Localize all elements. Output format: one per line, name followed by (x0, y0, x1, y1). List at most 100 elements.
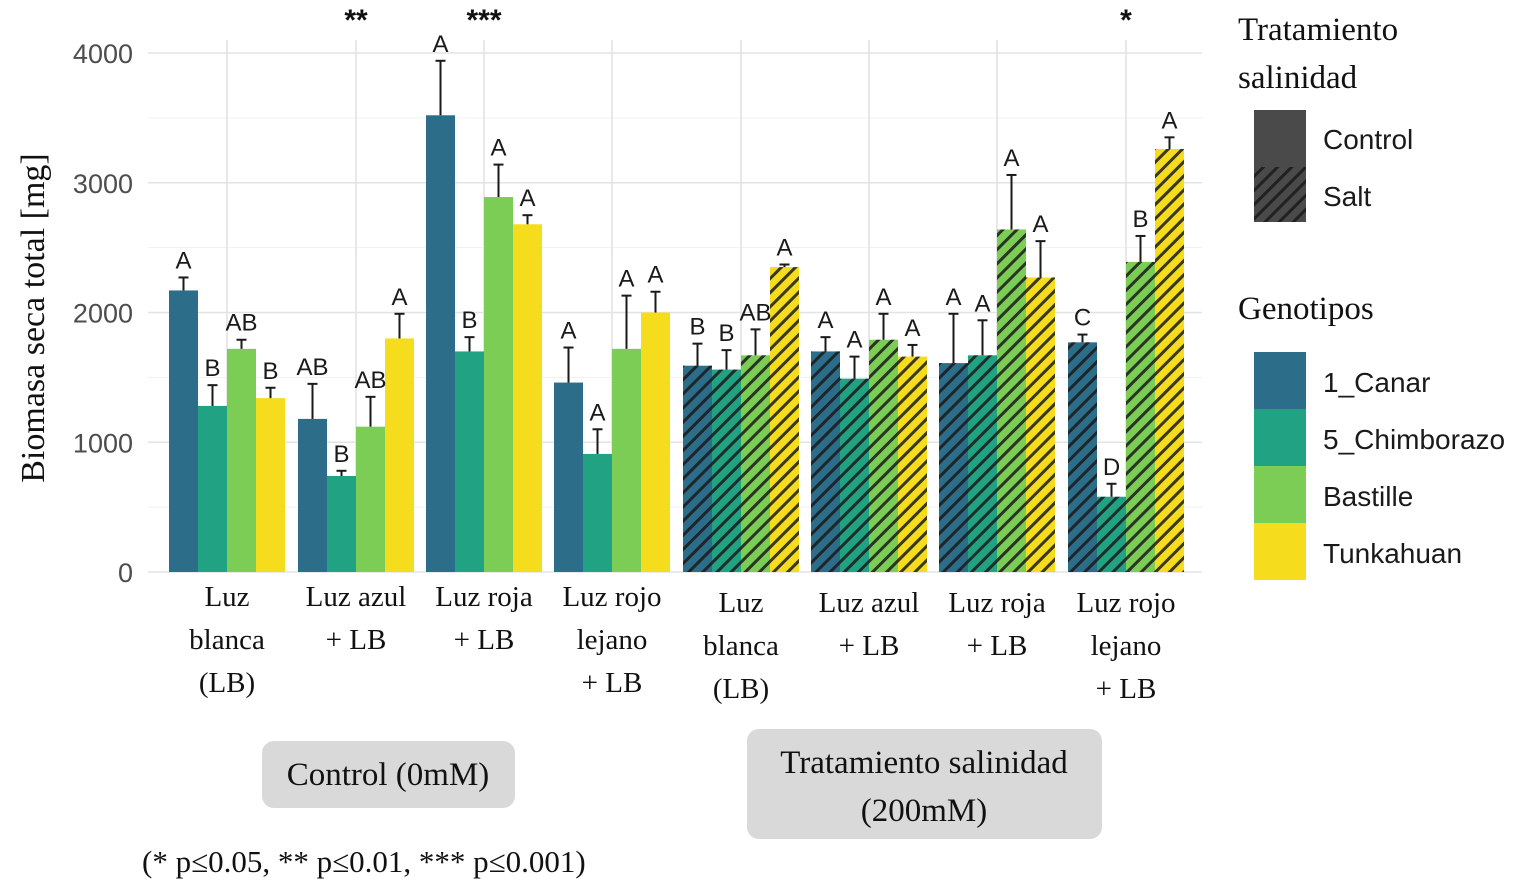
significance-letter: A (846, 327, 862, 354)
significance-letter: AB (296, 354, 328, 381)
bar-hatch (1126, 261, 1155, 572)
legend-key-genotype (1254, 466, 1306, 523)
legend-treatment-item: Salt (1323, 181, 1371, 212)
significance-letter: A (647, 262, 663, 289)
significance-letter: A (974, 290, 990, 317)
significance-letter: A (589, 399, 605, 426)
bar-hatch (898, 356, 927, 572)
legend-treatment-title: Tratamiento salinidad (1238, 12, 1398, 96)
significance-letter: A (432, 31, 448, 58)
legend-key-control (1254, 110, 1306, 167)
significance-letter: AB (225, 310, 257, 337)
axes: Biomasa seca total [mg] 0 1000 2000 3000 400… (15, 39, 1176, 705)
bar (356, 426, 385, 572)
significance-stars: *** (466, 4, 501, 37)
legend-key-genotype (1254, 409, 1306, 466)
significance-letter: B (461, 307, 477, 334)
significance-letter: A (776, 234, 792, 261)
group-label-control: Control (0mM) (287, 757, 490, 793)
y-tick-label: 1000 (73, 428, 133, 458)
bar-hatch (939, 363, 968, 572)
bar-hatch (741, 355, 770, 572)
bar (327, 475, 356, 572)
bar (385, 338, 414, 572)
x-tick-label: Luz roja + LB (435, 581, 533, 656)
significance-letter: A (560, 318, 576, 345)
legend-key-salt-hatch (1254, 167, 1306, 222)
significance-letter: A (490, 135, 506, 162)
bar (641, 312, 670, 572)
significance-letter: AB (739, 299, 771, 326)
x-tick-label: Luz rojo lejano + LB (1076, 587, 1175, 705)
bar (256, 398, 285, 572)
legend-genotype-title: Genotipos (1238, 291, 1374, 327)
bar (583, 453, 612, 572)
legend: Tratamiento salinidad Control Salt Genotipos… (1238, 12, 1505, 580)
significance-letter: B (262, 358, 278, 385)
significance-letter: A (175, 247, 191, 274)
significance-stars: ** (344, 4, 368, 37)
group-box-salt (747, 729, 1102, 839)
significance-letter: A (904, 315, 920, 342)
significance-letter: A (1003, 145, 1019, 172)
significance-stars: * (1120, 4, 1132, 37)
bar (455, 351, 484, 572)
bar (513, 224, 542, 572)
significance-letter: A (519, 185, 535, 212)
bar-hatch (1097, 496, 1126, 572)
legend-genotype-item: Tunkahuan (1323, 538, 1462, 569)
legend-genotype-item: 1_Canar (1323, 367, 1430, 398)
significance-letter: B (1132, 206, 1148, 233)
x-tick-label: Luz blanca (LB) (189, 581, 265, 699)
bar (484, 197, 513, 572)
y-tick-label: 4000 (73, 39, 133, 69)
x-tick-label: Luz blanca (LB) (703, 587, 779, 705)
y-tick-label: 3000 (73, 169, 133, 199)
significance-letter: A (817, 307, 833, 334)
bar (298, 418, 327, 572)
bar-hatch (968, 355, 997, 572)
significance-letter: A (618, 266, 634, 293)
bar-hatch (683, 365, 712, 572)
y-axis-title: Biomasa seca total [mg] (15, 153, 52, 483)
legend-genotype-item: 5_Chimborazo (1323, 424, 1505, 455)
bar-hatch (1155, 149, 1184, 572)
significance-letter: B (333, 441, 349, 468)
legend-genotype-item: Bastille (1323, 481, 1413, 512)
bar (169, 290, 198, 572)
bar (198, 405, 227, 572)
significance-letter: B (204, 355, 220, 382)
x-tick-label: Luz azul + LB (819, 587, 920, 662)
legend-treatment-item: Control (1323, 124, 1413, 155)
significance-letter: A (1161, 107, 1177, 134)
legend-key-genotype (1254, 523, 1306, 580)
bar-hatch (811, 351, 840, 572)
significance-letter: B (689, 314, 705, 341)
group-box-control (262, 741, 515, 808)
bar (612, 348, 641, 572)
x-tick-label: Luz roja + LB (948, 587, 1046, 662)
bar-hatch (1026, 277, 1055, 572)
bar-hatch (1068, 342, 1097, 572)
bar (554, 382, 583, 572)
group-label-salt: Tratamiento salinidad (200mM) (780, 745, 1068, 829)
significance-letter: A (391, 284, 407, 311)
group-labels: Control (0mM) Tratamiento salinidad (200mM… (142, 729, 1102, 879)
bar (426, 115, 455, 572)
footnote: (* p≤0.05, ** p≤0.01, *** p≤0.001) (142, 844, 586, 879)
significance-letter: A (945, 284, 961, 311)
significance-letter: D (1103, 454, 1120, 481)
significance-letter: A (875, 284, 891, 311)
x-tick-label: Luz rojo lejano + LB (562, 581, 661, 699)
significance-letter: C (1074, 305, 1091, 332)
y-tick-label: 0 (118, 558, 133, 588)
significance-letter: AB (354, 367, 386, 394)
bar (227, 348, 256, 572)
legend-key-genotype (1254, 352, 1306, 409)
bar-hatch (712, 369, 741, 572)
bars (169, 59, 1184, 572)
bar-hatch (840, 378, 869, 572)
bar-hatch (869, 339, 898, 572)
